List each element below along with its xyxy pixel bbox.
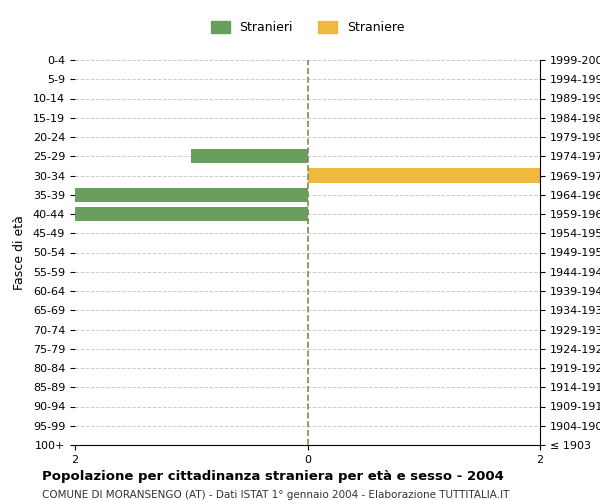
Y-axis label: Fasce di età: Fasce di età (13, 215, 26, 290)
Bar (308, 168, 540, 182)
Bar (75, 188, 308, 202)
Text: COMUNE DI MORANSENGO (AT) - Dati ISTAT 1° gennaio 2004 - Elaborazione TUTTITALIA: COMUNE DI MORANSENGO (AT) - Dati ISTAT 1… (42, 490, 509, 500)
Text: Popolazione per cittadinanza straniera per età e sesso - 2004: Popolazione per cittadinanza straniera p… (42, 470, 504, 483)
Legend: Stranieri, Straniere: Stranieri, Straniere (206, 16, 409, 39)
Bar (75, 207, 308, 221)
Bar (191, 149, 308, 164)
